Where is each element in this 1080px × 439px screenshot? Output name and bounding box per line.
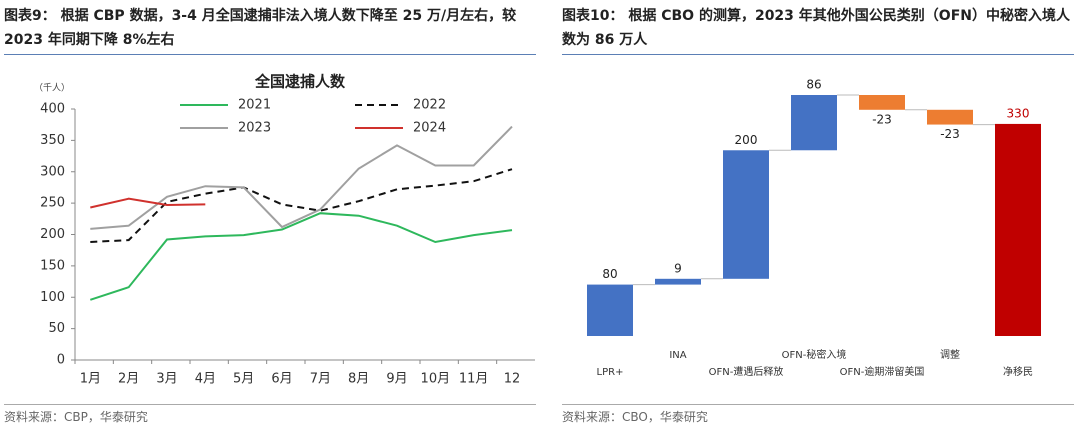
legend-label: 2022 — [413, 98, 446, 113]
x-tick-label: 11月 — [459, 372, 489, 387]
data-label: -23 — [872, 112, 892, 126]
divider — [4, 404, 536, 405]
x-tick-label: 2月 — [118, 372, 139, 387]
bar — [995, 123, 1041, 336]
line-chart: 全国逮捕人数 （千人） 0 50 100 150 200 250 300 350 400 1月 2月 3月… — [34, 73, 535, 387]
x-tick-label: 9月 — [386, 372, 407, 387]
waterfall-chart: 80 LPR+ 9 INA 200 OFN-遭遇后释放 86 OFN-秘密入境 -23 OFN-逾… — [587, 78, 1041, 378]
legend-label: 2021 — [238, 98, 271, 113]
x-tick-label: 1月 — [80, 372, 101, 387]
line-series — [89, 212, 513, 301]
bar — [927, 109, 973, 125]
x-tick-label: 3月 — [156, 372, 177, 387]
data-label: 80 — [602, 267, 617, 281]
x-tick-label: 12 — [504, 372, 521, 387]
legend-label: 2024 — [413, 121, 446, 136]
y-tick-label: 250 — [40, 196, 65, 211]
y-tick-label: 50 — [48, 321, 65, 336]
bar — [587, 284, 633, 336]
bar — [723, 150, 769, 279]
divider — [562, 54, 1074, 55]
y-tick-label: 100 — [40, 290, 65, 305]
figure-caption: 图表10： 根据 CBO 的测算，2023 年其他外国公民类别（OFN）中秘密入… — [562, 8, 1070, 48]
x-tick-label: INA — [669, 350, 686, 361]
y-tick-label: 350 — [40, 133, 65, 148]
chart-title: 全国逮捕人数 — [254, 73, 346, 91]
y-tick-label: 150 — [40, 258, 65, 273]
divider — [562, 404, 1074, 405]
data-label: 9 — [674, 261, 682, 275]
x-tick-label: OFN-遭遇后释放 — [709, 365, 784, 378]
source-note: 资料来源：CBP，华泰研究 — [4, 410, 148, 424]
bar — [859, 95, 905, 110]
x-tick-label: 净移民 — [1003, 365, 1033, 378]
x-tick-label: 6月 — [271, 372, 292, 387]
source-note: 资料来源：CBO，华泰研究 — [562, 410, 708, 424]
x-tick-label: OFN-秘密入境 — [782, 348, 847, 361]
x-tick-label: 7月 — [310, 372, 331, 387]
x-tick-label: 调整 — [940, 348, 960, 361]
bar — [655, 278, 701, 285]
x-tick-label: LPR+ — [597, 367, 624, 378]
line-series — [90, 168, 513, 243]
figure-caption: 图表9： 根据 CBP 数据，3-4 月全国逮捕非法入境人数下降至 25 万/月… — [4, 8, 517, 48]
line-series — [90, 125, 513, 230]
data-label: 330 — [1007, 106, 1030, 120]
y-tick-label: 300 — [40, 164, 65, 179]
data-label: -23 — [940, 127, 960, 141]
bar — [791, 95, 837, 151]
y-axis-unit: （千人） — [34, 83, 70, 94]
x-tick-label: OFN-逾期滞留美国 — [840, 365, 925, 378]
line-series — [90, 197, 206, 209]
y-tick-label: 0 — [57, 353, 65, 368]
y-tick-label: 400 — [40, 102, 65, 117]
x-tick-label: 8月 — [348, 372, 369, 387]
legend-label: 2023 — [238, 121, 271, 136]
divider — [4, 54, 536, 55]
y-tick-label: 200 — [40, 227, 65, 242]
x-tick-label: 4月 — [195, 372, 216, 387]
data-label: 86 — [806, 78, 821, 92]
x-tick-label: 10月 — [421, 372, 451, 387]
data-label: 200 — [735, 133, 758, 147]
x-tick-label: 5月 — [233, 372, 254, 387]
